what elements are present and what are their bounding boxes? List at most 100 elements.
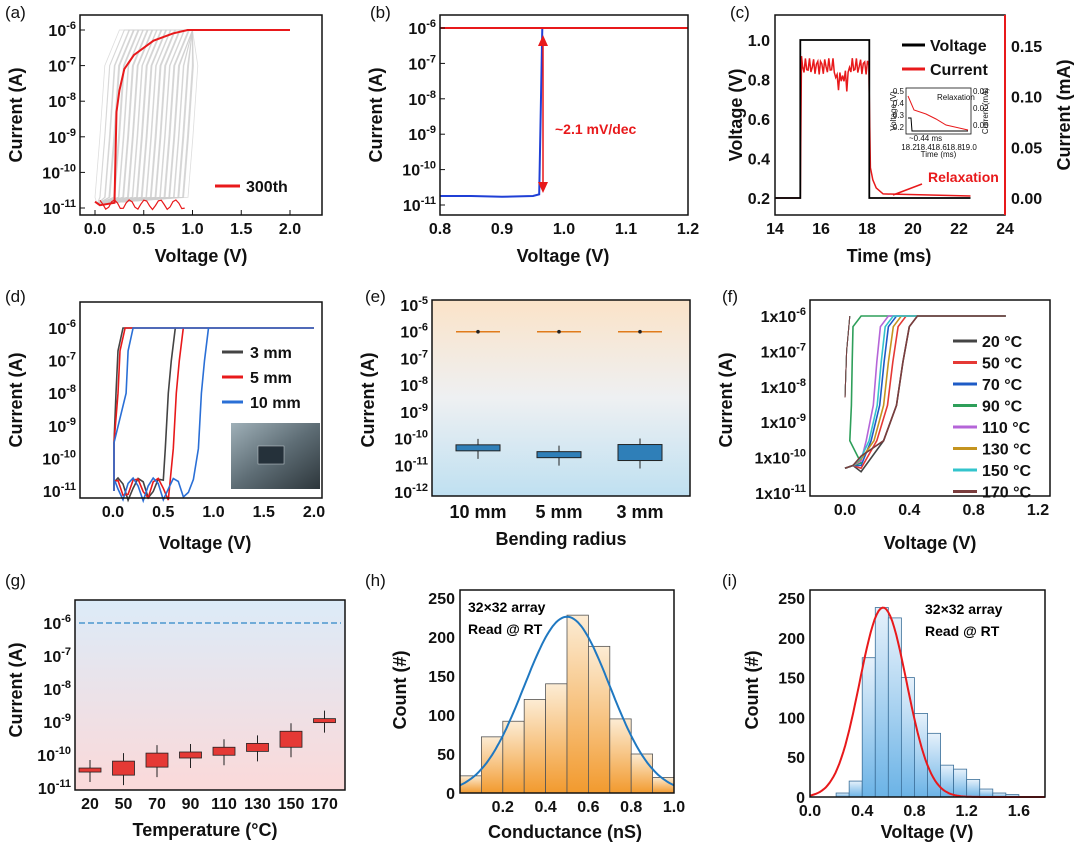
legend-label: 5 mm: [250, 370, 292, 387]
y-tick-label: 200: [778, 631, 805, 648]
x-tick-label: 22: [950, 221, 968, 238]
x-tick-label: 1.0: [663, 799, 685, 816]
inset-y2-label: Current (mA): [981, 88, 990, 135]
y-tick-label: 1x10-11: [755, 483, 806, 503]
y-tick-label: 1x10-9: [761, 412, 806, 432]
inset-y-tick: 0.4: [893, 99, 905, 108]
legend-label: 110 °C: [982, 420, 1031, 437]
x-tick-label: 1.0: [202, 504, 224, 521]
x-tick-label: 0.4: [898, 502, 920, 519]
y-tick-label: 10-8: [48, 91, 76, 111]
y-axis-label: Current (A): [6, 68, 26, 163]
histogram-bar: [900, 677, 915, 798]
histogram-bar: [545, 683, 568, 794]
x-tick-label: 10 mm: [449, 502, 506, 522]
x-axis-label: Time (ms): [847, 246, 932, 266]
x-tick-label: 1.0: [553, 221, 575, 238]
x-axis-label: Voltage (V): [881, 822, 974, 842]
x-tick-label: 1.1: [615, 221, 637, 238]
series-300th-baseline: [99, 199, 185, 211]
x-tick-label: 0.8: [620, 799, 642, 816]
y-axis-label: Count (#): [742, 651, 762, 730]
x-tick-label: 0.6: [577, 799, 599, 816]
histogram-bar: [848, 780, 863, 798]
plot-frame: [439, 14, 689, 216]
series-10-mm-reset-line: [114, 327, 210, 504]
low-state-box: [279, 730, 303, 748]
panel-label: (b): [370, 3, 391, 22]
y-axis-label: Current (A): [716, 353, 736, 448]
arrow-head-down: [538, 182, 548, 193]
voltage-series-line: [775, 39, 971, 199]
y-tick-label: 10-10: [42, 162, 76, 182]
panel-e: (e) 10-5 10-6 10-7 10-8 10-9 10-10 10-11 10-12 10…: [358, 287, 691, 549]
y-tick-label: 10-6: [48, 318, 76, 338]
x-axis-label: Voltage (V): [159, 533, 252, 553]
y-tick-label: 10-8: [43, 679, 71, 699]
histogram-bar: [861, 657, 876, 798]
x-tick-label: 0.0: [799, 803, 821, 820]
panel-i: (i) 250 200 150 100 50 00.0 0.4 0.8 1.2 1.6 32×32 a…: [722, 571, 1046, 842]
x-tick-label: 50: [115, 796, 133, 813]
panel-b: (b) ~2.1 mV/dec 10-6 10-7 10-8 10-9 10-10 10-11…: [366, 3, 699, 266]
arrow-head-up: [538, 35, 548, 46]
x-tick-label: 0.8: [429, 221, 451, 238]
y-tick-label: 10-9: [48, 416, 76, 436]
inset-y2-tick: 0.04: [973, 87, 989, 96]
blue-sweep-line: [440, 27, 544, 198]
y-tick-label: 10-8: [400, 375, 428, 395]
y-tick-label: 10-6: [48, 20, 76, 40]
y-tick-label: 10-10: [402, 160, 436, 180]
legend-label-current: Current: [930, 62, 988, 79]
histogram-bar: [588, 645, 611, 794]
legend-label: 90 °C: [982, 399, 1023, 416]
y-tick-label: 1x10-10: [755, 448, 807, 468]
series-5-mm-reset-line: [114, 327, 185, 501]
y-tick-label: 10-10: [37, 745, 71, 765]
y-tick-label: 250: [428, 591, 455, 608]
y-tick-label: 10-9: [43, 712, 71, 732]
annotation-read: Read @ RT: [468, 621, 543, 637]
device-chip: [257, 445, 285, 465]
x-tick-label: 2.0: [279, 221, 301, 238]
y-tick-label: 10-10: [42, 448, 76, 468]
y-tick-label: 10-10: [394, 429, 428, 449]
inset-y2-tick: 0.02: [973, 104, 989, 113]
x-axis-label: Conductance (nS): [488, 822, 642, 842]
x-tick-label: 0.8: [963, 502, 985, 519]
relaxation-label: Relaxation: [928, 169, 999, 185]
panel-a: (a) 10-6 10-7 10-8 10-9 10-10 10-11 0.0 0.5 1.0 1.…: [5, 3, 323, 266]
inset-x-tick: 18.6: [931, 143, 947, 152]
annotation-array: 32×32 array: [925, 601, 1003, 617]
inset-marker-label: ~0.44 ms: [909, 134, 942, 143]
y-tick-label: 10-11: [395, 455, 428, 475]
legend-label-300th: 300th: [246, 179, 288, 196]
y-axis-label: Current (A): [6, 643, 26, 738]
legend-label: 50 °C: [982, 356, 1023, 373]
legend-label: 130 °C: [982, 442, 1032, 459]
x-tick-label: 0.5: [152, 504, 174, 521]
y-tick-label: 10-9: [400, 402, 428, 422]
x-tick-label: 0.4: [534, 799, 556, 816]
low-state-box: [313, 718, 336, 724]
y2-tick-label: 0.00: [1011, 191, 1042, 208]
y-tick-label: 10-7: [48, 351, 76, 371]
x-tick-label: 1.2: [956, 803, 978, 820]
panel-label: (d): [5, 287, 26, 306]
annotation-read: Read @ RT: [925, 623, 1000, 639]
x-tick-label: 0.0: [834, 502, 856, 519]
x-tick-label: 170: [311, 796, 338, 813]
y-tick-label: 1x10-7: [761, 341, 806, 361]
y-tick-label: 10-12: [394, 482, 428, 502]
x-tick-label: 1.0: [181, 221, 203, 238]
high-state-mean: [557, 329, 561, 334]
histogram-bar: [566, 614, 589, 794]
histogram-bar: [953, 768, 968, 798]
inset-y-tick: 0.3: [893, 111, 905, 120]
y-tick-label: 10-7: [48, 56, 76, 76]
panel-label: (h): [365, 571, 386, 590]
plot-background: [432, 300, 690, 496]
inset-y-tick: 0.2: [893, 123, 905, 132]
plot-background: [75, 600, 345, 790]
